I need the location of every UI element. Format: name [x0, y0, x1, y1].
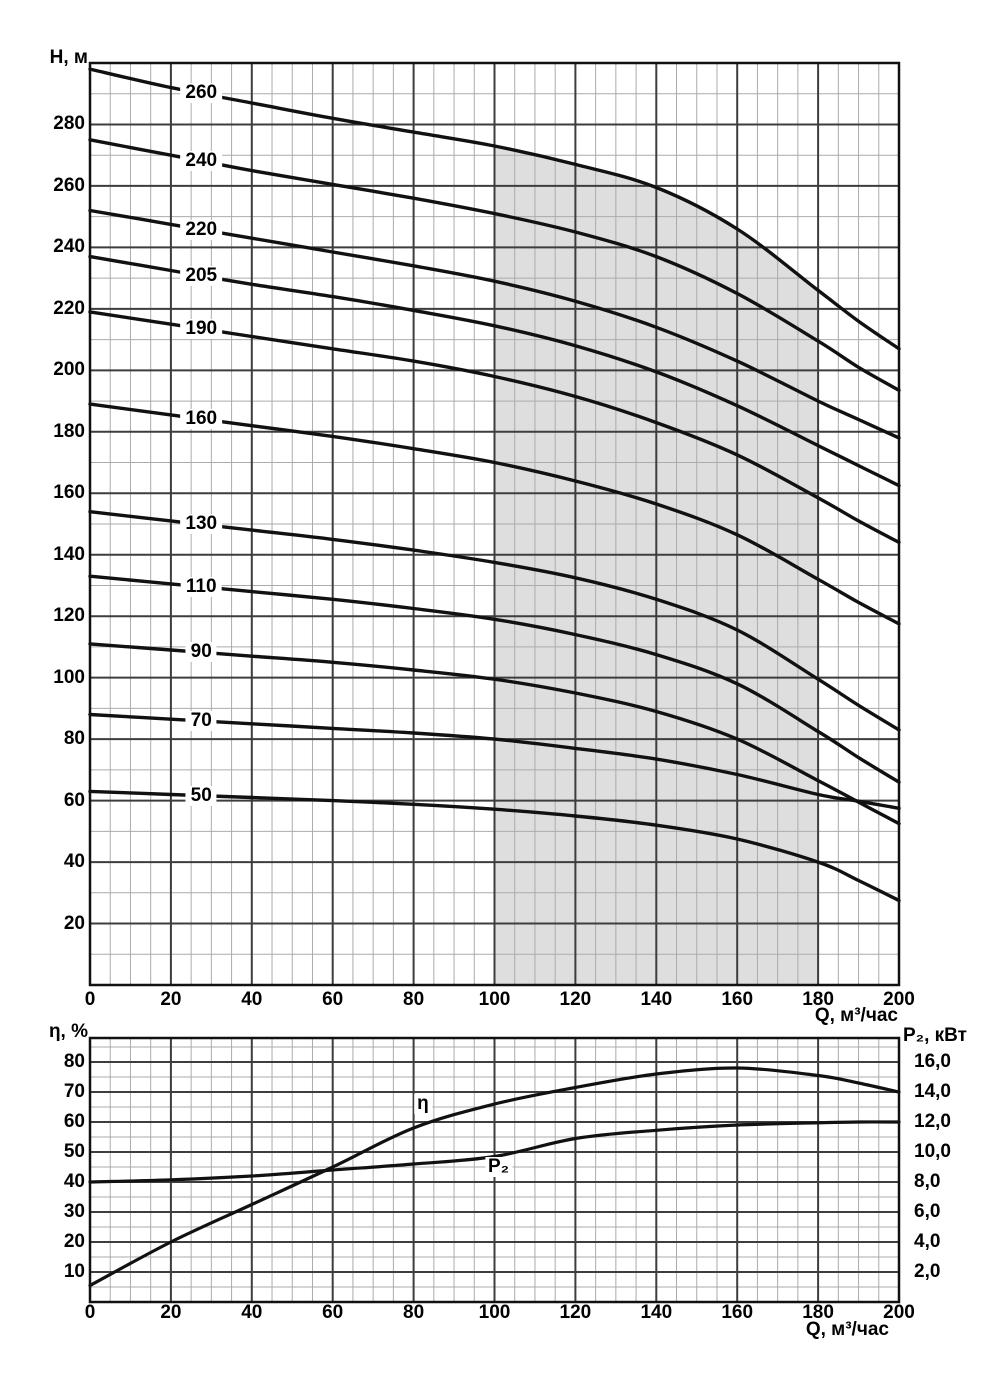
q-axis-bottom-tick-120: 120: [559, 1302, 592, 1323]
p2-axis-tick-12: 12,0: [914, 1111, 951, 1132]
h-axis-tick-200: 200: [53, 359, 85, 381]
curve-label-220: 220: [180, 219, 223, 240]
eta-axis-tick-30: 30: [63, 1201, 85, 1222]
head-axis-title: H, м: [49, 47, 88, 68]
q-axis-bottom-tick-40: 40: [241, 1302, 263, 1323]
head-curve-70: [88, 712, 901, 810]
q-axis-bottom-tick-60: 60: [322, 1302, 344, 1323]
curve-annotation-1: P₂: [484, 1157, 513, 1177]
curve-label-240: 240: [180, 150, 223, 171]
eta-axis-tick-40: 40: [63, 1171, 85, 1192]
h-axis-tick-220: 220: [53, 297, 85, 319]
curve-label-130: 130: [180, 514, 223, 535]
eta-axis-tick-70: 70: [63, 1081, 85, 1102]
curve-label-110: 110: [180, 576, 222, 597]
curve-label-260: 260: [180, 83, 223, 104]
head-curve-90: [88, 642, 901, 826]
curve-annotation-0: η: [414, 1094, 432, 1114]
p2-axis-tick-2: 2,0: [914, 1261, 941, 1282]
curve-label-190: 190: [180, 318, 223, 339]
q-axis-top-tick-60: 60: [322, 989, 344, 1010]
q-axis-top-tick-140: 140: [640, 989, 673, 1010]
q-axis-top-tick-0: 0: [84, 989, 96, 1010]
flow-axis-title-top: Q, м³/час: [814, 1005, 898, 1026]
h-axis-tick-280: 280: [53, 113, 85, 135]
head-curve-220: [88, 208, 901, 440]
h-axis-tick-20: 20: [63, 912, 85, 934]
head-curve-205: [88, 254, 901, 488]
p2-axis-tick-4: 4,0: [914, 1231, 941, 1252]
h-axis-tick-180: 180: [53, 420, 85, 442]
h-axis-tick-140: 140: [53, 543, 85, 565]
q-axis-top-tick-180: 180: [802, 989, 834, 1010]
h-axis-tick-40: 40: [63, 851, 85, 873]
power-axis-title: P₂, кВт: [903, 1025, 967, 1046]
curve-label-90: 90: [185, 642, 217, 663]
h-axis-tick-120: 120: [53, 605, 85, 627]
q-axis-top-tick-160: 160: [721, 989, 754, 1010]
q-axis-top-tick-200: 200: [883, 989, 915, 1010]
flow-axis-title-bottom: Q, м³/час: [805, 1319, 889, 1340]
curve-label-70: 70: [185, 710, 217, 731]
head-curve-190: [88, 310, 901, 545]
p2-axis-tick-10: 10,0: [914, 1141, 951, 1162]
head-curve-160: [88, 402, 901, 626]
h-axis-tick-260: 260: [53, 174, 85, 196]
h-axis-tick-80: 80: [63, 728, 85, 750]
q-axis-top-tick-80: 80: [403, 989, 425, 1010]
h-axis-tick-100: 100: [53, 666, 85, 688]
p2-axis-tick-16: 16,0: [914, 1051, 951, 1072]
q-axis-bottom-tick-20: 20: [160, 1302, 182, 1323]
head-curve-240: [88, 138, 901, 392]
curve-label-50: 50: [185, 785, 217, 806]
head-curve-130: [88, 510, 901, 732]
eta-axis-tick-10: 10: [63, 1261, 85, 1282]
q-axis-bottom-tick-100: 100: [478, 1302, 511, 1323]
q-axis-bottom-tick-180: 180: [802, 1302, 834, 1323]
head-curve-260: [88, 67, 901, 351]
efficiency-curve: [88, 1066, 901, 1288]
h-axis-tick-160: 160: [53, 482, 85, 504]
head-curve-50: [88, 789, 901, 903]
q-axis-bottom-tick-0: 0: [84, 1302, 96, 1323]
plot-frame: [88, 1036, 901, 1304]
p2-axis-tick-14: 14,0: [914, 1081, 951, 1102]
q-axis-bottom-tick-80: 80: [403, 1302, 425, 1323]
q-axis-top-tick-20: 20: [160, 989, 182, 1010]
plot-frame: [88, 61, 901, 987]
q-axis-bottom-tick-200: 200: [883, 1302, 915, 1323]
q-axis-bottom-tick-140: 140: [640, 1302, 673, 1323]
h-axis-tick-240: 240: [53, 236, 85, 258]
p2-axis-tick-6: 6,0: [914, 1201, 941, 1222]
head-curve-110: [88, 574, 901, 784]
power-curve: [88, 1120, 901, 1184]
p2-axis-tick-8: 8,0: [914, 1171, 941, 1192]
efficiency-axis-title: η, %: [48, 1021, 88, 1042]
eta-axis-tick-60: 60: [63, 1111, 85, 1132]
curve-label-205: 205: [180, 265, 223, 286]
eta-axis-tick-80: 80: [63, 1051, 85, 1072]
eta-axis-tick-50: 50: [63, 1141, 85, 1162]
curve-label-160: 160: [180, 408, 223, 429]
q-axis-bottom-tick-160: 160: [721, 1302, 754, 1323]
q-axis-top-tick-40: 40: [241, 989, 263, 1010]
h-axis-tick-60: 60: [63, 789, 85, 811]
eta-axis-tick-20: 20: [63, 1231, 85, 1252]
q-axis-top-tick-100: 100: [478, 989, 511, 1010]
q-axis-top-tick-120: 120: [559, 989, 592, 1010]
